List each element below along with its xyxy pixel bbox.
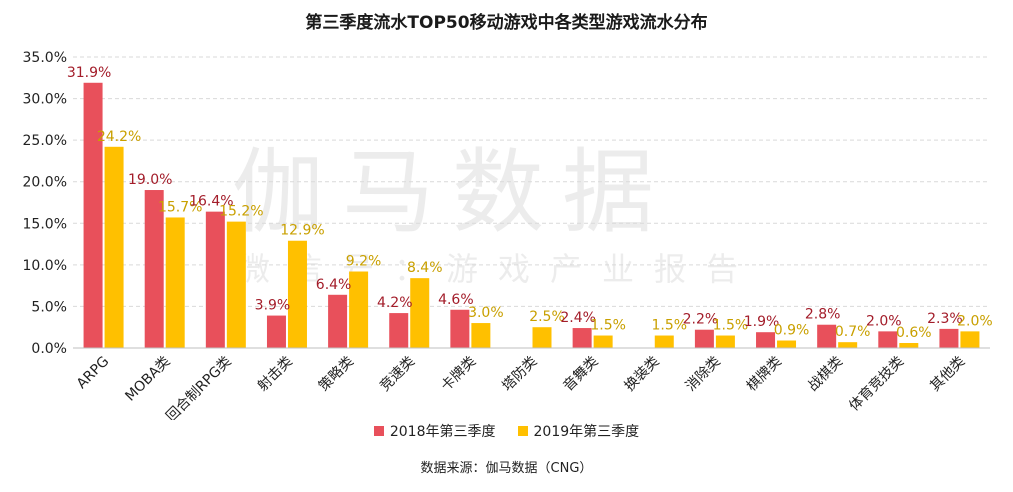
- bar-2018-14: [939, 328, 959, 348]
- bar-chart: 31.9% 24.2% 19.0% 15.7%16.4%15.2% 3.9% 12.9% 6…: [23, 50, 993, 420]
- watermark-subtitle: 微信号：游戏产业报告: [238, 250, 759, 288]
- bar-2019-2: [226, 221, 246, 348]
- x-tick-label: 音舞类: [560, 353, 602, 395]
- bar-2018-5: [389, 313, 409, 348]
- y-tick-label: 20.0%: [23, 175, 67, 191]
- legend-item-2018: 2018年第三季度: [373, 421, 496, 441]
- bar-2019-0: [104, 146, 124, 348]
- data-label-2019-3: 12.9%: [280, 223, 324, 239]
- data-label-2018-12: 2.8%: [805, 307, 841, 323]
- bar-2019-7: [532, 327, 552, 348]
- x-tick-label: 塔防类: [499, 354, 540, 395]
- bar-2019-14: [960, 331, 980, 348]
- x-tick-label: ARPG: [74, 354, 113, 393]
- x-tick-label: 消除类: [683, 354, 724, 395]
- legend-item-2019: 2019年第三季度: [517, 421, 640, 441]
- data-label-2018-14: 2.3%: [927, 311, 963, 327]
- bar-2019-10: [715, 335, 735, 348]
- data-label-2019-0: 24.2%: [97, 129, 141, 145]
- bar-2019-9: [654, 335, 674, 348]
- data-label-2018-10: 2.2%: [683, 312, 719, 328]
- bar-2018-1: [144, 190, 164, 348]
- data-label-2019-9: 1.5%: [651, 318, 687, 334]
- data-label-2018-4: 6.4%: [316, 277, 352, 293]
- bar-2018-0: [83, 82, 103, 348]
- data-label-2018-1: 19.0%: [128, 172, 172, 188]
- y-tick-label: 5.0%: [31, 299, 67, 315]
- y-tick-label: 35.0%: [23, 50, 67, 66]
- bar-2019-3: [287, 240, 307, 348]
- y-tick-label: 15.0%: [23, 216, 67, 232]
- data-label-2018-6: 4.6%: [438, 292, 474, 308]
- bar-2019-12: [838, 342, 858, 348]
- data-label-2018-3: 3.9%: [255, 298, 291, 314]
- bar-2018-3: [266, 315, 286, 348]
- x-tick-label: 策略类: [315, 353, 357, 395]
- data-label-2018-2: 16.4%: [189, 194, 233, 210]
- bar-2018-2: [205, 211, 225, 348]
- y-tick-label: 0.0%: [31, 341, 67, 357]
- data-label-2019-13: 0.6%: [896, 325, 932, 341]
- bar-2019-8: [593, 335, 613, 348]
- data-label-2018-8: 2.4%: [560, 310, 596, 326]
- x-tick-label: 卡牌类: [437, 353, 479, 395]
- data-label-2019-2: 15.2%: [219, 204, 263, 220]
- legend-label-2019: 2019年第三季度: [533, 424, 640, 440]
- x-tick-label: 棋牌类: [743, 353, 785, 395]
- bar-2018-8: [572, 328, 592, 348]
- x-tick-label: 其他类: [927, 354, 968, 395]
- x-tick-label: 战棋类: [805, 354, 846, 395]
- watermark-logo-text: 伽马数据: [232, 139, 673, 246]
- data-label-2019-14: 2.0%: [957, 313, 993, 329]
- data-label-2018-5: 4.2%: [377, 295, 413, 311]
- data-label-2019-12: 0.7%: [835, 324, 871, 340]
- bar-2018-4: [328, 294, 348, 348]
- data-label-2019-4: 9.2%: [346, 254, 382, 270]
- data-source-note: 数据来源：伽马数据（CNG）: [420, 461, 593, 476]
- data-label-2019-11: 0.9%: [774, 323, 810, 339]
- data-label-2018-0: 31.9%: [67, 65, 111, 81]
- x-tick-label: 体育竞技类: [846, 353, 908, 415]
- y-tick-label: 30.0%: [23, 92, 67, 108]
- legend-label-2018: 2018年第三季度: [389, 424, 496, 440]
- legend-swatch-2019: [517, 426, 528, 436]
- bar-2018-11: [756, 332, 776, 348]
- data-label-2019-6: 3.0%: [468, 305, 504, 321]
- chart-title: 第三季度流水TOP50移动游戏中各类型游戏流水分布: [305, 13, 708, 33]
- legend: 2018年第三季度 2019年第三季度: [0, 421, 1013, 441]
- bar-2019-4: [349, 271, 369, 348]
- bar-2019-13: [899, 343, 919, 348]
- data-label-2018-11: 1.9%: [744, 314, 780, 330]
- data-label-2019-7: 2.5%: [529, 309, 565, 325]
- bar-2018-12: [817, 324, 837, 348]
- bar-2018-10: [694, 329, 714, 348]
- data-label-2019-10: 1.5%: [713, 318, 749, 334]
- legend-swatch-2018: [373, 426, 384, 436]
- x-tick-label: 射击类: [255, 354, 296, 395]
- data-label-2019-8: 1.5%: [590, 318, 626, 334]
- bar-2018-6: [450, 309, 470, 348]
- y-tick-label: 10.0%: [23, 258, 67, 274]
- x-tick-label: 竞速类: [376, 353, 418, 395]
- data-label-2019-1: 15.7%: [158, 199, 202, 215]
- bar-2019-1: [165, 217, 185, 348]
- data-label-2018-13: 2.0%: [866, 313, 902, 329]
- x-tick-label: 回合制RPG类: [163, 354, 234, 420]
- x-tick-label: MOBA类: [122, 354, 173, 405]
- bar-2018-13: [878, 331, 898, 348]
- data-label-2019-5: 8.4%: [407, 260, 443, 276]
- bar-2019-5: [410, 278, 430, 348]
- y-tick-label: 25.0%: [23, 133, 67, 149]
- bar-2019-6: [471, 323, 491, 348]
- bar-2019-11: [777, 340, 797, 348]
- x-tick-label: 换装类: [621, 353, 663, 395]
